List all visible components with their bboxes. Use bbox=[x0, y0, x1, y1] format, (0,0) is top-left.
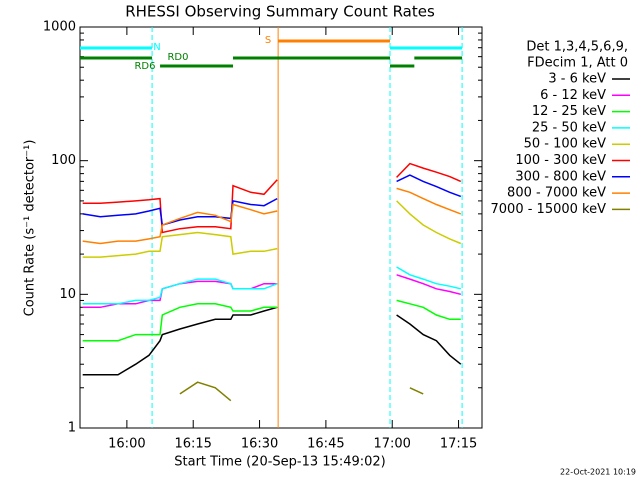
y-axis-label: Count Rate (s⁻¹ detector⁻¹) bbox=[23, 140, 38, 317]
y-tick-label: 1 bbox=[68, 421, 76, 436]
series-line bbox=[82, 162, 462, 234]
state-label: S bbox=[265, 35, 271, 46]
y-tick-label: 100 bbox=[51, 153, 76, 168]
x-tick-label: 17:15 bbox=[440, 437, 477, 452]
legend-header: FDecim 1, Att 0 bbox=[527, 56, 628, 71]
x-tick-label: 17:00 bbox=[373, 437, 410, 452]
y-tick-label: 1000 bbox=[43, 20, 76, 35]
series-line bbox=[82, 187, 462, 245]
x-tick-label: 16:45 bbox=[307, 437, 344, 452]
state-label: RD6 bbox=[134, 61, 155, 72]
state-label: N bbox=[153, 42, 160, 53]
series-line bbox=[82, 200, 462, 258]
x-axis-label: Start Time (20-Sep-13 15:49:02) bbox=[174, 455, 385, 470]
legend-label: 800 - 7000 keV bbox=[507, 186, 606, 201]
series-line bbox=[82, 174, 462, 226]
legend-label: 7000 - 15000 keV bbox=[491, 202, 607, 217]
series-line bbox=[82, 299, 461, 342]
state-label: RD0 bbox=[167, 52, 188, 63]
legend-label: 12 - 25 keV bbox=[532, 104, 606, 119]
legend-label: 3 - 6 keV bbox=[548, 72, 606, 87]
plot-frame bbox=[79, 26, 483, 429]
chart-title: RHESSI Observing Summary Count Rates bbox=[125, 3, 435, 21]
legend-label: 6 - 12 keV bbox=[540, 88, 606, 103]
legend-label: 100 - 300 keV bbox=[515, 153, 606, 168]
series-line bbox=[179, 381, 424, 402]
legend-label: 300 - 800 keV bbox=[515, 169, 606, 184]
x-tick-label: 16:15 bbox=[174, 437, 211, 452]
series-line bbox=[82, 306, 462, 376]
legend-label: 50 - 100 keV bbox=[524, 137, 607, 152]
series-line bbox=[82, 266, 461, 305]
x-tick-label: 16:00 bbox=[108, 437, 145, 452]
x-tick-label: 16:30 bbox=[241, 437, 278, 452]
y-tick-label: 10 bbox=[59, 287, 76, 302]
footer: 22-Oct-2021 10:19 bbox=[560, 468, 636, 477]
legend-header: Det 1,3,4,5,6,9, bbox=[526, 40, 628, 55]
legend-label: 25 - 50 keV bbox=[532, 120, 606, 135]
